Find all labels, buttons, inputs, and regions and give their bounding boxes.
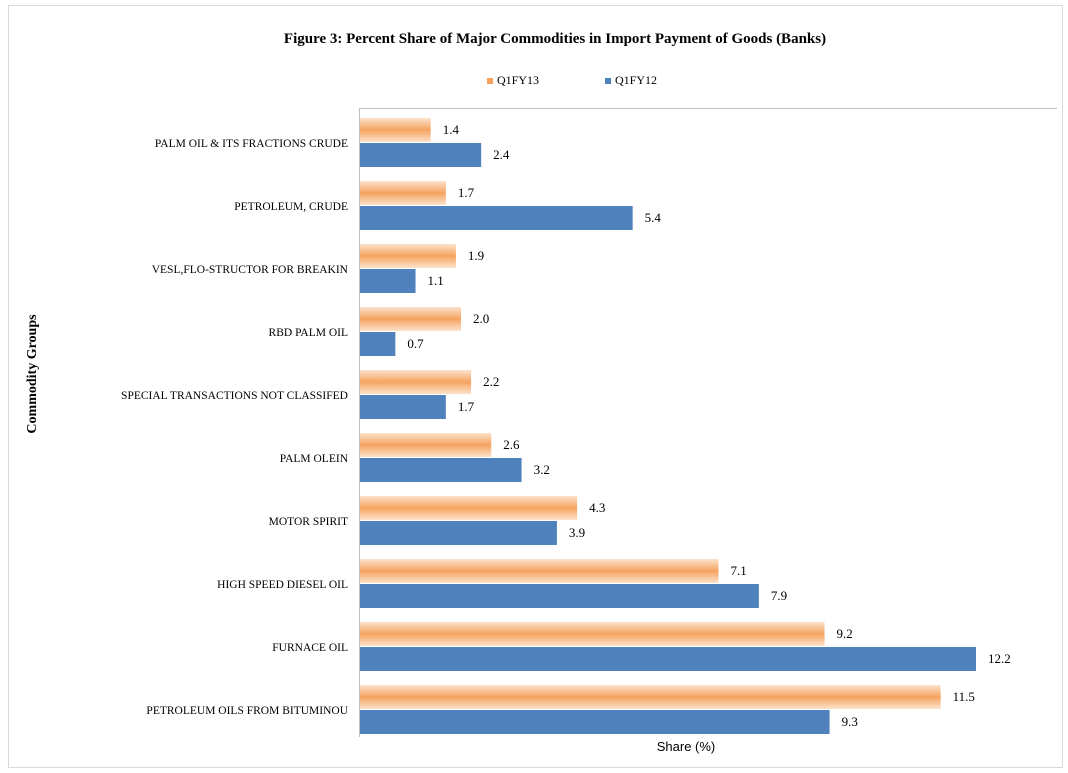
bar-q1fy13 [360,559,719,583]
data-label: 9.2 [837,626,853,641]
data-label: 5.4 [645,210,662,225]
data-label: 3.9 [569,525,585,540]
data-label: 1.4 [443,122,460,137]
bars [360,118,976,734]
bar-q1fy12 [360,206,633,230]
bar-q1fy12 [360,332,396,356]
bar-q1fy13 [360,370,472,394]
bar-q1fy12 [360,458,522,482]
bar-q1fy12 [360,521,557,545]
bar-q1fy12 [360,584,759,608]
bar-q1fy13 [360,433,492,457]
data-label: 2.2 [483,374,499,389]
bar-q1fy13 [360,307,461,331]
y-axis-title: Commodity Groups [25,314,40,434]
bar-q1fy13 [360,118,431,142]
bar-q1fy13 [360,244,456,268]
data-label: 12.2 [988,651,1011,666]
legend: Q1FY13 Q1FY12 [487,73,657,87]
data-label: 3.2 [534,462,550,477]
category-label: PALM OIL & ITS FRACTIONS CRUDE [155,138,348,150]
data-label: 0.7 [407,336,424,351]
category-label: MOTOR SPIRIT [269,516,348,528]
category-label: FURNACE OIL [272,642,348,654]
legend-label-q1fy13: Q1FY13 [497,73,539,87]
data-label: 2.6 [503,437,520,452]
data-label: 9.3 [842,714,858,729]
bar-q1fy13 [360,181,446,205]
bar-q1fy12 [360,269,416,293]
data-label: 2.0 [473,311,489,326]
data-label: 7.9 [771,588,787,603]
category-label: PETROLEUM OILS FROM BITUMINOU [146,705,348,717]
value-labels: 1.4 2.4 1.7 5.4 1.9 1.1 2.0 0.7 2.2 1.7 2.6 3.2 4.3 3… [407,122,1010,729]
bar-q1fy13 [360,685,941,709]
category-label: PALM OLEIN [280,453,349,465]
bar-q1fy12 [360,143,482,167]
category-label: SPECIAL TRANSACTIONS NOT CLASSIFED [121,390,348,402]
chart-title: Figure 3: Percent Share of Major Commodi… [284,31,826,47]
data-label: 1.9 [468,248,484,263]
category-label: RBD PALM OIL [269,327,348,339]
legend-swatch-q1fy13 [487,78,493,84]
bar-q1fy12 [360,647,976,671]
x-axis-title: Share (%) [657,739,716,754]
bar-q1fy13 [360,622,825,646]
legend-label-q1fy12: Q1FY12 [615,73,657,87]
category-labels: PALM OIL & ITS FRACTIONS CRUDE PETROLEUM,… [121,138,349,717]
bar-q1fy13 [360,496,578,520]
data-label: 1.1 [428,273,444,288]
category-label: VESL,FLO-STRUCTOR FOR BREAKIN [152,264,349,276]
legend-swatch-q1fy12 [605,78,611,84]
data-label: 2.4 [493,147,510,162]
data-label: 7.1 [730,563,746,578]
data-label: 4.3 [589,500,605,515]
chart-frame [8,5,1063,768]
data-label: 1.7 [458,185,475,200]
bar-q1fy12 [360,710,830,734]
category-label: HIGH SPEED DIESEL OIL [217,579,348,591]
data-label: 11.5 [953,689,975,704]
category-label: PETROLEUM, CRUDE [234,201,348,213]
data-label: 1.7 [458,399,475,414]
bar-q1fy12 [360,395,446,419]
